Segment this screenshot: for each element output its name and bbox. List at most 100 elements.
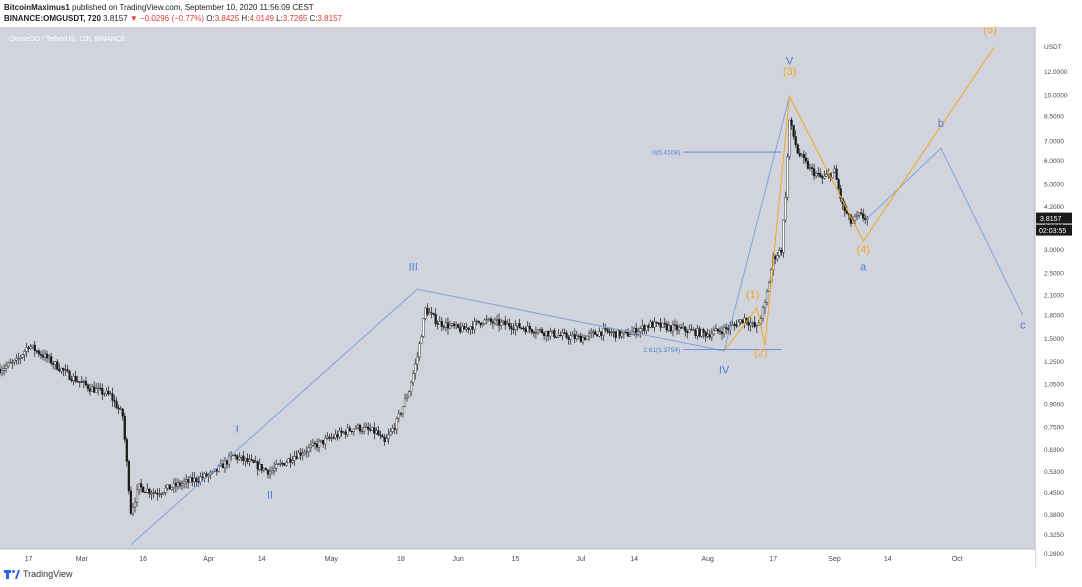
low-label: L: [276, 14, 283, 23]
candle [698, 328, 701, 337]
candle [502, 320, 505, 323]
candle [485, 319, 488, 321]
candle [434, 314, 437, 324]
candle [131, 506, 135, 514]
candle [307, 447, 310, 452]
candle [352, 428, 355, 432]
publisher-name: BitcoinMaximus1 [4, 3, 70, 12]
candle [553, 330, 556, 338]
candle [741, 319, 744, 324]
candle [688, 329, 691, 333]
candle [97, 387, 100, 389]
price-axis[interactable] [1035, 27, 1082, 567]
price-chart[interactable]: 0(6.4108)2.61(1.3754) IIIIIIIVV(3)(1)(2)… [0, 27, 1082, 567]
y-tick-label: 8.5000 [1044, 113, 1064, 120]
candle [450, 323, 454, 326]
tradingview-logo-icon [4, 569, 20, 579]
candle [659, 322, 662, 328]
candle [812, 168, 816, 177]
candle [410, 382, 413, 392]
candle [80, 381, 83, 383]
candle [399, 413, 403, 415]
wave-lines [130, 47, 1024, 546]
candle [397, 413, 400, 419]
candle [326, 436, 329, 439]
candle [43, 353, 47, 358]
candle [76, 381, 79, 383]
y-tick-label: 1.2500 [1044, 359, 1064, 366]
x-tick-label: 16 [139, 556, 147, 563]
candle [663, 322, 666, 325]
candle [90, 386, 94, 392]
candle [109, 393, 112, 395]
candle [346, 427, 349, 435]
candle [31, 344, 34, 347]
candle [522, 327, 525, 329]
candle [113, 400, 116, 402]
candle [635, 328, 638, 335]
candle [238, 457, 241, 460]
candle [855, 215, 859, 217]
wave-line-orange [723, 47, 995, 352]
candle [583, 337, 587, 340]
candle [365, 426, 368, 428]
candle [602, 328, 605, 336]
plot-area[interactable] [0, 27, 1035, 549]
time-axis[interactable] [0, 549, 1035, 567]
candle [545, 331, 548, 336]
candle [174, 483, 178, 487]
y-tick-label: 0.6300 [1044, 447, 1064, 454]
candle [297, 452, 300, 459]
ohlc-line: BINANCE:OMGUSDT, 720 3.8157 ▼ −0.0296 (−… [4, 14, 342, 24]
candle [232, 454, 235, 457]
candle [385, 438, 388, 442]
candle [82, 380, 85, 383]
candle [551, 330, 554, 333]
candle [459, 327, 462, 333]
candle [532, 331, 535, 334]
candle [7, 362, 10, 367]
candle [252, 459, 255, 463]
y-tick-label: 0.3250 [1044, 532, 1064, 539]
candle [426, 307, 429, 315]
candle [612, 331, 615, 333]
candle [606, 328, 609, 332]
candle [755, 325, 758, 327]
candle [56, 361, 59, 370]
candle [168, 484, 171, 490]
candle [767, 282, 771, 292]
candle [62, 368, 65, 371]
candle [117, 407, 120, 410]
candle [739, 319, 742, 323]
candle [123, 415, 126, 440]
y-tick-label: 0.4500 [1044, 490, 1064, 497]
candle [111, 393, 114, 401]
candle [651, 321, 654, 328]
candle [383, 437, 386, 442]
candle [567, 337, 570, 340]
candle [178, 482, 182, 486]
open-value: 3.8425 [214, 14, 240, 23]
candle [467, 327, 470, 330]
x-tick-label: Aug [701, 556, 714, 563]
candle [749, 322, 752, 326]
candle [790, 119, 793, 126]
candle [197, 481, 200, 483]
candle [244, 458, 247, 461]
candle [731, 324, 734, 326]
candle [270, 470, 274, 473]
candle [344, 431, 347, 435]
candle [452, 323, 456, 327]
candle [645, 325, 648, 331]
candle [160, 493, 163, 495]
candle [129, 490, 133, 514]
candle [189, 477, 192, 483]
candle [146, 488, 149, 493]
candle [264, 468, 268, 471]
candle [722, 327, 726, 335]
candle [637, 331, 640, 335]
candle [258, 464, 261, 470]
candle [391, 428, 394, 432]
candle [21, 354, 24, 358]
x-tick-label: May [325, 556, 339, 563]
